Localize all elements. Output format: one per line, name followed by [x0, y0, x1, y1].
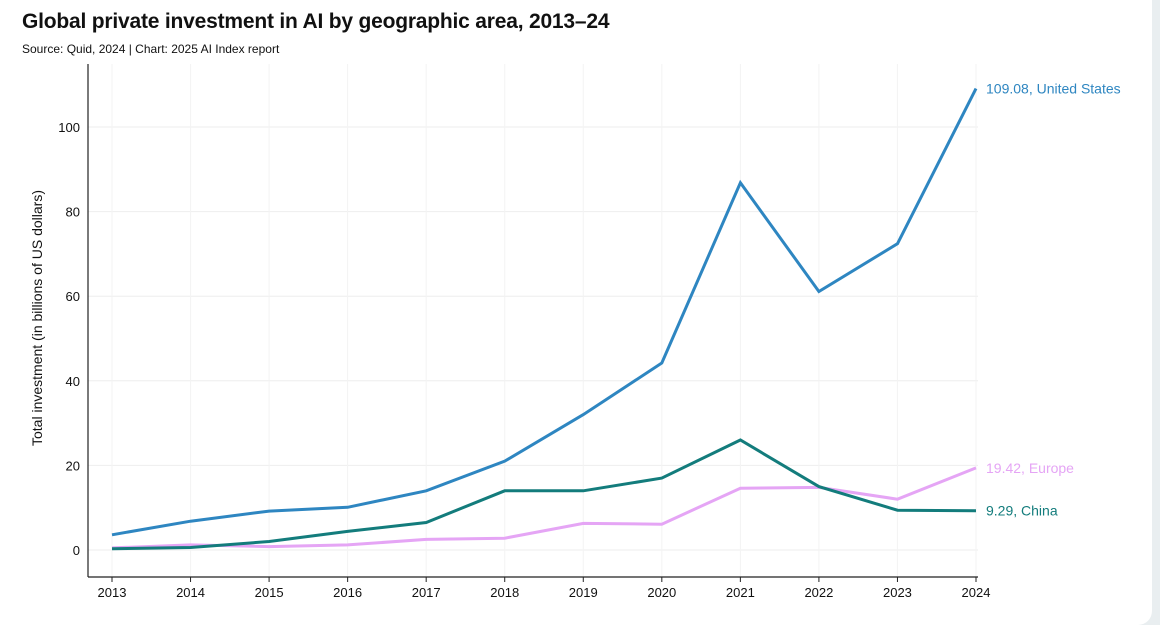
chart-subtitle: Source: Quid, 2024 | Chart: 2025 AI Inde…	[22, 42, 280, 56]
x-tick-label: 2019	[569, 585, 598, 600]
y-axis-label: Total investment (in billions of US doll…	[29, 190, 45, 446]
series-lines	[111, 87, 978, 551]
x-tick-label: 2020	[647, 585, 676, 600]
y-tick-label: 60	[66, 289, 80, 304]
gridlines	[88, 64, 978, 577]
chart-title: Global private investment in AI by geogr…	[22, 10, 610, 33]
end-label-europe: 19.42, Europe	[986, 460, 1074, 476]
series-line-europe	[111, 466, 977, 550]
y-tick-label: 100	[58, 120, 80, 135]
x-tick-label: 2021	[726, 585, 755, 600]
series-line-united-states	[111, 87, 978, 537]
end-labels: 109.08, United States 9.29, China 19.42, E…	[986, 81, 1121, 519]
y-tick-label: 40	[66, 374, 80, 389]
x-tick-label: 2018	[490, 585, 519, 600]
x-tick-label: 2015	[255, 585, 284, 600]
x-tick-label: 2024	[962, 585, 991, 600]
x-tick-label: 2013	[98, 585, 127, 600]
y-tick-label: 80	[66, 205, 80, 220]
y-tick-label: 20	[66, 458, 80, 473]
x-tick-label: 2016	[333, 585, 362, 600]
x-tick-label: 2023	[883, 585, 912, 600]
end-label-china: 9.29, China	[986, 503, 1058, 519]
series-line-china	[111, 438, 977, 551]
x-tick-label: 2017	[412, 585, 441, 600]
axes: 0 20 40 60 80 100 2013 2014 2015 2016 2017 2018 2019…	[58, 64, 990, 600]
x-tick-label: 2022	[804, 585, 833, 600]
x-tick-label: 2014	[176, 585, 205, 600]
y-tick-label: 0	[73, 543, 80, 558]
end-label-united-states: 109.08, United States	[986, 81, 1121, 97]
